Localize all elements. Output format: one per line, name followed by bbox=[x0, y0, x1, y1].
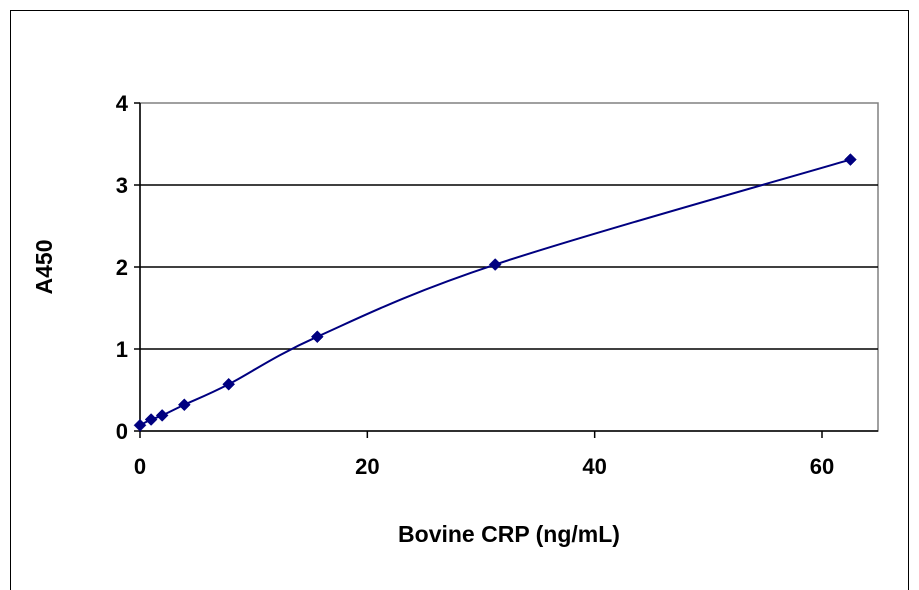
gridlines bbox=[140, 184, 878, 350]
y-tick-label: 4 bbox=[116, 91, 129, 116]
y-tick-label: 2 bbox=[116, 255, 128, 280]
x-tick-labels: 0 20 40 60 bbox=[134, 454, 834, 479]
y-tick-label: 0 bbox=[116, 419, 128, 444]
data-point-marker bbox=[488, 258, 502, 271]
y-tick-label: 3 bbox=[116, 173, 128, 198]
data-point-marker bbox=[222, 377, 236, 391]
x-axis-title: Bovine CRP (ng/mL) bbox=[398, 521, 620, 547]
y-axis-title: A450 bbox=[31, 240, 57, 295]
data-point-marker bbox=[144, 413, 158, 426]
data-point-marker bbox=[133, 418, 147, 432]
x-tick-label: 0 bbox=[134, 454, 146, 479]
y-tick-label: 1 bbox=[116, 337, 128, 362]
data-point-marker bbox=[177, 398, 191, 412]
data-point-marker bbox=[844, 153, 857, 166]
data-point-marker bbox=[155, 409, 169, 422]
data-point-marker bbox=[310, 330, 324, 344]
x-tick-label: 20 bbox=[355, 454, 379, 479]
series-line bbox=[139, 158, 851, 427]
x-tick-label: 60 bbox=[810, 454, 834, 479]
axes bbox=[134, 102, 878, 438]
series-markers bbox=[133, 153, 857, 432]
x-tick-label: 40 bbox=[582, 454, 606, 479]
y-tick-labels: 0 1 2 3 4 bbox=[116, 91, 129, 444]
